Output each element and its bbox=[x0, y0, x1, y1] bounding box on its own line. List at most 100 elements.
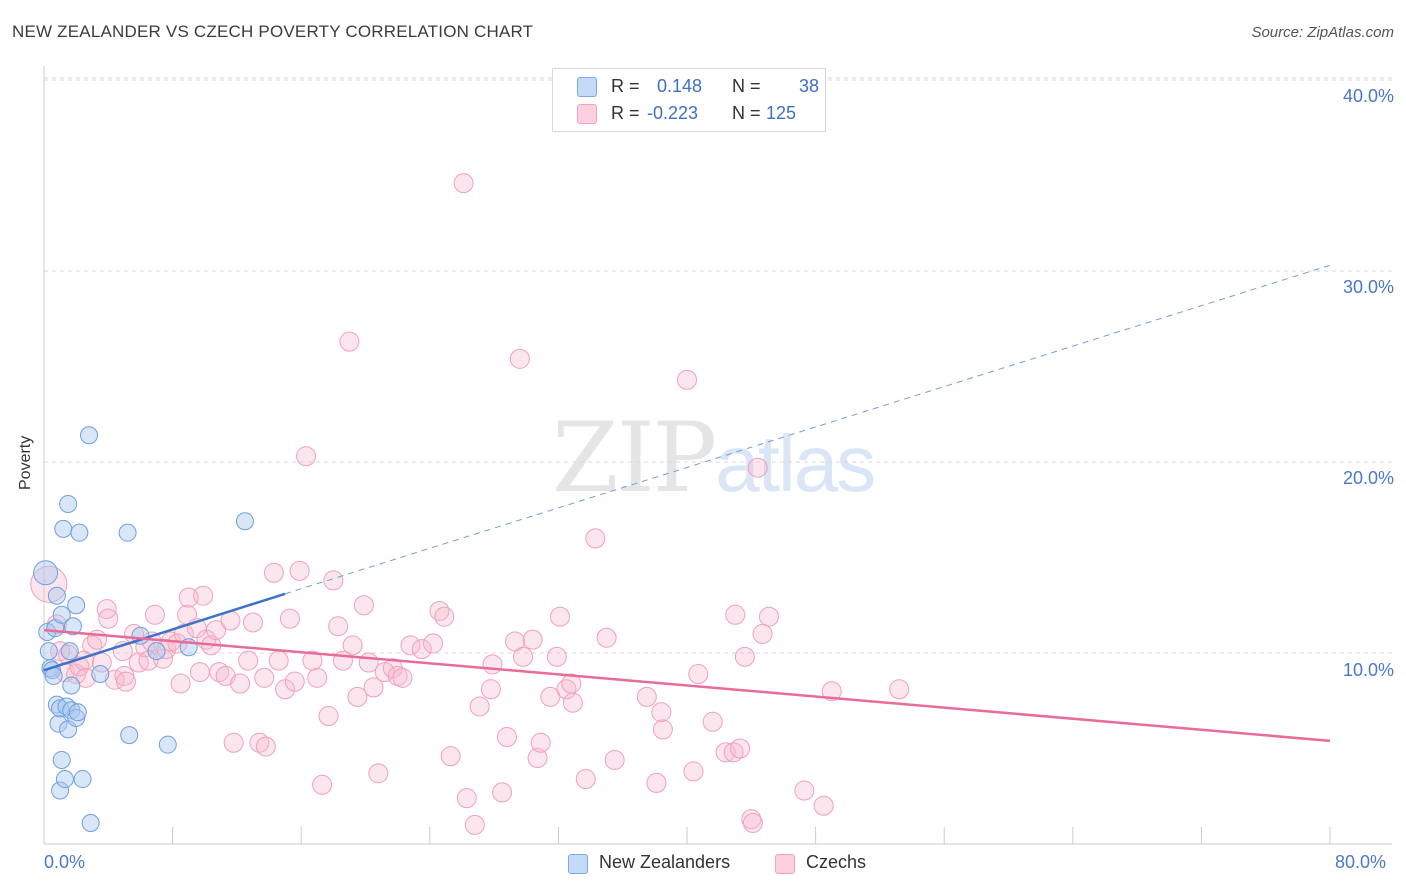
new-zealanders-point bbox=[54, 519, 73, 538]
czechs-point bbox=[813, 795, 834, 816]
czechs-point bbox=[464, 814, 485, 835]
czechs-point bbox=[254, 667, 275, 688]
new-zealanders-trend-line bbox=[43, 592, 286, 672]
new-zealanders-point bbox=[39, 642, 58, 661]
czechs-point bbox=[312, 774, 333, 795]
czechs-point bbox=[492, 782, 513, 803]
czechs-point bbox=[206, 620, 227, 641]
bottom-legend-swatch-blue bbox=[568, 854, 588, 874]
new-zealanders-points bbox=[33, 426, 254, 832]
czechs-point bbox=[223, 732, 244, 753]
czechs-point bbox=[323, 570, 344, 591]
czechs-point bbox=[821, 681, 842, 702]
bottom-legend-swatch-pink bbox=[775, 854, 795, 874]
x-tick-0: 0.0% bbox=[44, 852, 86, 872]
czechs-point bbox=[513, 646, 534, 667]
czechs-point bbox=[255, 736, 276, 757]
czechs-point bbox=[289, 560, 310, 581]
legend-n-label: N = bbox=[732, 103, 761, 123]
czechs-point bbox=[284, 671, 305, 692]
watermark-atlas: atlas bbox=[715, 419, 876, 508]
legend-r-value: 0.148 bbox=[657, 76, 703, 96]
czechs-point bbox=[651, 702, 672, 723]
new-zealanders-point bbox=[73, 770, 92, 789]
czechs-point bbox=[400, 635, 421, 656]
czechs-point bbox=[561, 673, 582, 694]
y-tick-20: 20.0% bbox=[1342, 468, 1394, 488]
new-zealanders-point bbox=[80, 426, 99, 445]
new-zealanders-point bbox=[55, 770, 74, 789]
czechs-point bbox=[342, 635, 363, 656]
czechs-point bbox=[193, 585, 214, 606]
czechs-point bbox=[456, 788, 477, 809]
czechs-point bbox=[353, 595, 374, 616]
czechs-point bbox=[98, 608, 119, 629]
new-zealanders-point bbox=[60, 642, 79, 661]
new-zealanders-point bbox=[91, 665, 110, 684]
new-zealanders-point bbox=[33, 560, 59, 586]
czechs-point bbox=[585, 528, 606, 549]
new-zealanders-point bbox=[59, 495, 78, 514]
czechs-point bbox=[178, 587, 199, 608]
new-zealanders-point bbox=[81, 813, 100, 832]
new-zealanders-point bbox=[51, 781, 70, 800]
czechs-point bbox=[144, 604, 165, 625]
czechs-point bbox=[279, 608, 300, 629]
czechs-point bbox=[794, 780, 815, 801]
watermark-zip: ZIP bbox=[552, 402, 717, 514]
czechs-point bbox=[328, 616, 349, 637]
legend-r-value: -0.223 bbox=[647, 103, 699, 123]
new-zealanders-point bbox=[118, 523, 137, 542]
czechs-point bbox=[453, 173, 474, 194]
legend-n-value: 125 bbox=[766, 103, 797, 123]
czechs-point bbox=[723, 742, 744, 763]
czechs-point bbox=[423, 633, 444, 654]
czechs-point bbox=[411, 639, 432, 660]
czechs-point bbox=[889, 679, 910, 700]
legend-n-label: N = bbox=[732, 76, 761, 96]
czechs-point bbox=[604, 749, 625, 770]
czechs-point bbox=[296, 446, 317, 467]
czechs-point bbox=[434, 606, 455, 627]
czechs-point bbox=[562, 692, 583, 713]
czechs-point bbox=[230, 673, 251, 694]
czechs-point bbox=[730, 738, 751, 759]
czechs-point bbox=[482, 654, 503, 675]
legend-r-label: R = bbox=[611, 103, 640, 123]
czechs-point bbox=[683, 761, 704, 782]
new-zealanders-point bbox=[47, 586, 66, 605]
czechs-point bbox=[702, 711, 723, 732]
y-tick-40: 40.0% bbox=[1342, 86, 1394, 106]
czechs-point bbox=[209, 662, 230, 683]
legend-r-label: R = bbox=[611, 76, 640, 96]
czechs-point bbox=[747, 457, 768, 478]
czechs-point bbox=[725, 604, 746, 625]
bottom-legend-label: Czechs bbox=[806, 852, 867, 872]
czechs-point bbox=[339, 331, 360, 352]
czechs-points bbox=[30, 173, 910, 835]
czechs-point bbox=[575, 769, 596, 790]
czechs-point bbox=[540, 686, 561, 707]
new-zealanders-point bbox=[158, 735, 177, 754]
legend-n-value: 38 bbox=[799, 76, 820, 96]
watermark: ZIPatlas bbox=[552, 402, 876, 514]
legend-swatch-pink bbox=[577, 104, 597, 124]
czechs-point bbox=[652, 719, 673, 740]
czechs-point bbox=[496, 727, 517, 748]
czechs-point bbox=[307, 667, 328, 688]
czechs-point bbox=[75, 667, 96, 688]
czechs-point bbox=[469, 696, 490, 717]
new-zealanders-point bbox=[52, 605, 71, 624]
czechs-point bbox=[263, 562, 284, 583]
czechs-point bbox=[115, 671, 136, 692]
axes bbox=[43, 66, 1392, 845]
new-zealanders-point bbox=[51, 699, 70, 718]
new-zealanders-point bbox=[235, 512, 254, 531]
y-tick-10: 10.0% bbox=[1342, 660, 1394, 680]
czechs-point bbox=[392, 667, 413, 688]
y-tick-30: 30.0% bbox=[1342, 277, 1394, 297]
trend-lines bbox=[43, 264, 1331, 743]
czechs-point bbox=[249, 732, 270, 753]
czechs-point bbox=[363, 677, 384, 698]
